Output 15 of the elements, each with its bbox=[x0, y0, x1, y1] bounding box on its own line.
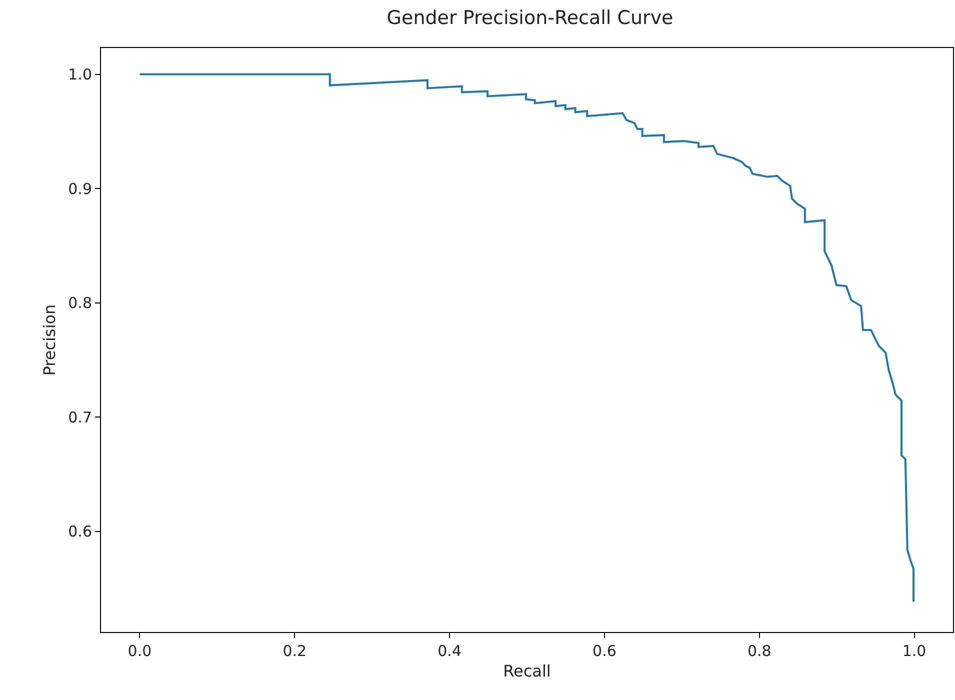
x-tick-label: 0.6 bbox=[592, 642, 616, 660]
x-tick-label: 0.8 bbox=[747, 642, 772, 660]
x-tick-label: 0.0 bbox=[128, 642, 152, 660]
chart-title: Gender Precision-Recall Curve bbox=[386, 6, 674, 29]
x-tick-label: 0.4 bbox=[438, 642, 462, 660]
y-tick-label: 1.0 bbox=[68, 66, 92, 84]
y-tick-label: 0.9 bbox=[68, 180, 92, 198]
y-tick-label: 0.8 bbox=[68, 294, 92, 312]
line-series bbox=[138, 73, 914, 603]
x-tick-label: 0.2 bbox=[282, 642, 307, 660]
x-tick-label: 1.0 bbox=[902, 642, 926, 660]
y-tick-label: 0.7 bbox=[68, 408, 92, 426]
y-axis-title: Precision bbox=[40, 304, 60, 376]
y-tick-label: 0.6 bbox=[68, 522, 92, 541]
x-axis-title: Recall bbox=[503, 662, 551, 681]
